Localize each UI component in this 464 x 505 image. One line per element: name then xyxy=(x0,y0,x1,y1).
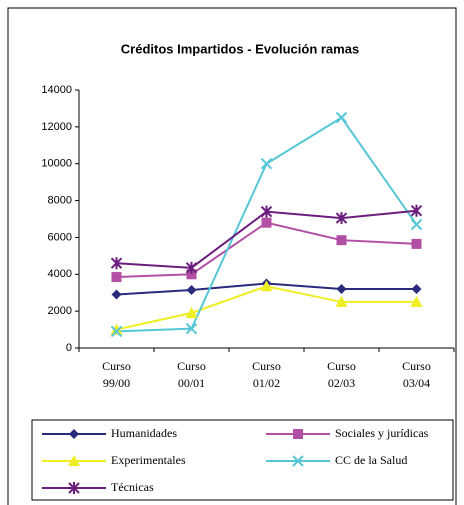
marker xyxy=(293,429,303,439)
legend-label: Sociales y jurídicas xyxy=(335,426,429,440)
x-tick-label: Curso xyxy=(402,359,431,373)
x-tick-label: Curso xyxy=(177,359,206,373)
x-tick-label: Curso xyxy=(102,359,131,373)
marker xyxy=(336,235,347,246)
marker xyxy=(335,212,348,225)
marker xyxy=(261,217,272,228)
marker xyxy=(292,455,304,467)
legend-label: Técnicas xyxy=(111,480,154,494)
marker xyxy=(186,284,197,295)
marker xyxy=(336,284,347,295)
marker xyxy=(185,306,198,318)
marker xyxy=(68,455,80,466)
marker xyxy=(410,218,423,231)
y-tick-label: 2000 xyxy=(48,305,72,317)
x-tick-label: 00/01 xyxy=(178,376,205,390)
x-tick-label: 02/03 xyxy=(328,376,355,390)
marker xyxy=(260,280,273,292)
y-tick-label: 14000 xyxy=(41,84,72,96)
x-tick-label: 03/04 xyxy=(403,376,430,390)
frame xyxy=(7,7,457,505)
x-tick-label: Curso xyxy=(252,359,281,373)
y-tick-label: 4000 xyxy=(48,268,72,280)
x-tick-label: 01/02 xyxy=(253,376,280,390)
marker xyxy=(110,323,123,335)
x-tick-label: Curso xyxy=(327,359,356,373)
marker xyxy=(410,295,423,307)
y-tick-label: 8000 xyxy=(48,194,72,206)
series-line xyxy=(116,221,417,279)
marker xyxy=(185,261,198,274)
legend-label: Humanidades xyxy=(111,426,177,440)
x-tick-label: 99/00 xyxy=(103,376,130,390)
marker xyxy=(335,111,348,124)
marker xyxy=(110,257,123,270)
marker xyxy=(68,482,80,494)
marker xyxy=(411,284,422,295)
y-tick-label: 10000 xyxy=(41,158,72,170)
legend-label: CC de la Salud xyxy=(335,453,407,467)
marker xyxy=(410,204,423,217)
marker xyxy=(111,272,122,283)
marker xyxy=(110,325,123,338)
y-tick-label: 6000 xyxy=(48,231,72,243)
y-tick-label: 12000 xyxy=(41,121,72,133)
marker xyxy=(111,289,122,300)
marker xyxy=(260,205,273,218)
marker xyxy=(69,429,79,439)
chart-title: Créditos Impartidos - Evolución ramas xyxy=(121,41,359,56)
marker xyxy=(260,158,273,170)
marker xyxy=(411,238,422,249)
marker xyxy=(185,322,198,335)
y-tick-label: 0 xyxy=(66,342,72,354)
marker xyxy=(186,269,197,280)
marker xyxy=(335,295,348,307)
legend-label: Experimentales xyxy=(111,453,186,467)
